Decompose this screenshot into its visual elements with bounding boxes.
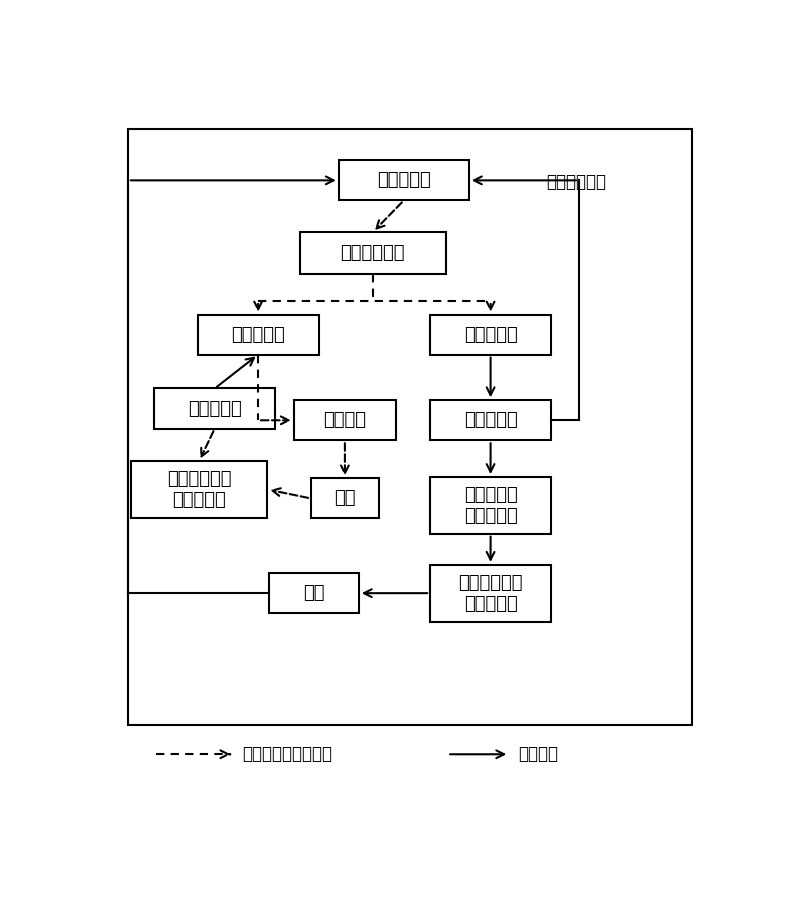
Text: 生物土壤滤床
或生物滤池: 生物土壤滤床 或生物滤池 [167, 470, 231, 509]
Text: 烟囱: 烟囱 [334, 489, 356, 507]
Text: 燃煤辅助燃料: 燃煤辅助燃料 [546, 173, 606, 191]
Text: 水泥回转窑: 水泥回转窑 [377, 172, 430, 189]
FancyBboxPatch shape [430, 477, 551, 533]
Text: 窑头排放烟气: 窑头排放烟气 [341, 244, 405, 262]
FancyBboxPatch shape [430, 314, 551, 355]
FancyBboxPatch shape [300, 233, 446, 274]
FancyBboxPatch shape [430, 401, 551, 440]
FancyBboxPatch shape [310, 479, 379, 518]
Text: 污泥成品库: 污泥成品库 [464, 411, 518, 429]
FancyBboxPatch shape [131, 461, 267, 518]
FancyBboxPatch shape [430, 565, 551, 621]
Text: 碾磨: 碾磨 [303, 585, 325, 603]
Text: 与石灰质原料
混合成生料: 与石灰质原料 混合成生料 [458, 574, 523, 612]
FancyBboxPatch shape [338, 161, 469, 200]
FancyBboxPatch shape [198, 314, 318, 355]
Text: 污泥与粘土
质原料混合: 污泥与粘土 质原料混合 [464, 486, 518, 524]
Text: 污泥储存库: 污泥储存库 [188, 400, 242, 418]
Text: 第二段干化: 第二段干化 [464, 326, 518, 344]
FancyBboxPatch shape [154, 389, 275, 428]
Text: 污泥流程: 污泥流程 [518, 745, 558, 763]
FancyBboxPatch shape [294, 401, 396, 440]
FancyBboxPatch shape [269, 573, 359, 613]
Text: 烟气和释放气体流程: 烟气和释放气体流程 [242, 745, 333, 763]
Text: 第一段干化: 第一段干化 [231, 326, 285, 344]
Text: 除尘除气: 除尘除气 [323, 411, 366, 429]
